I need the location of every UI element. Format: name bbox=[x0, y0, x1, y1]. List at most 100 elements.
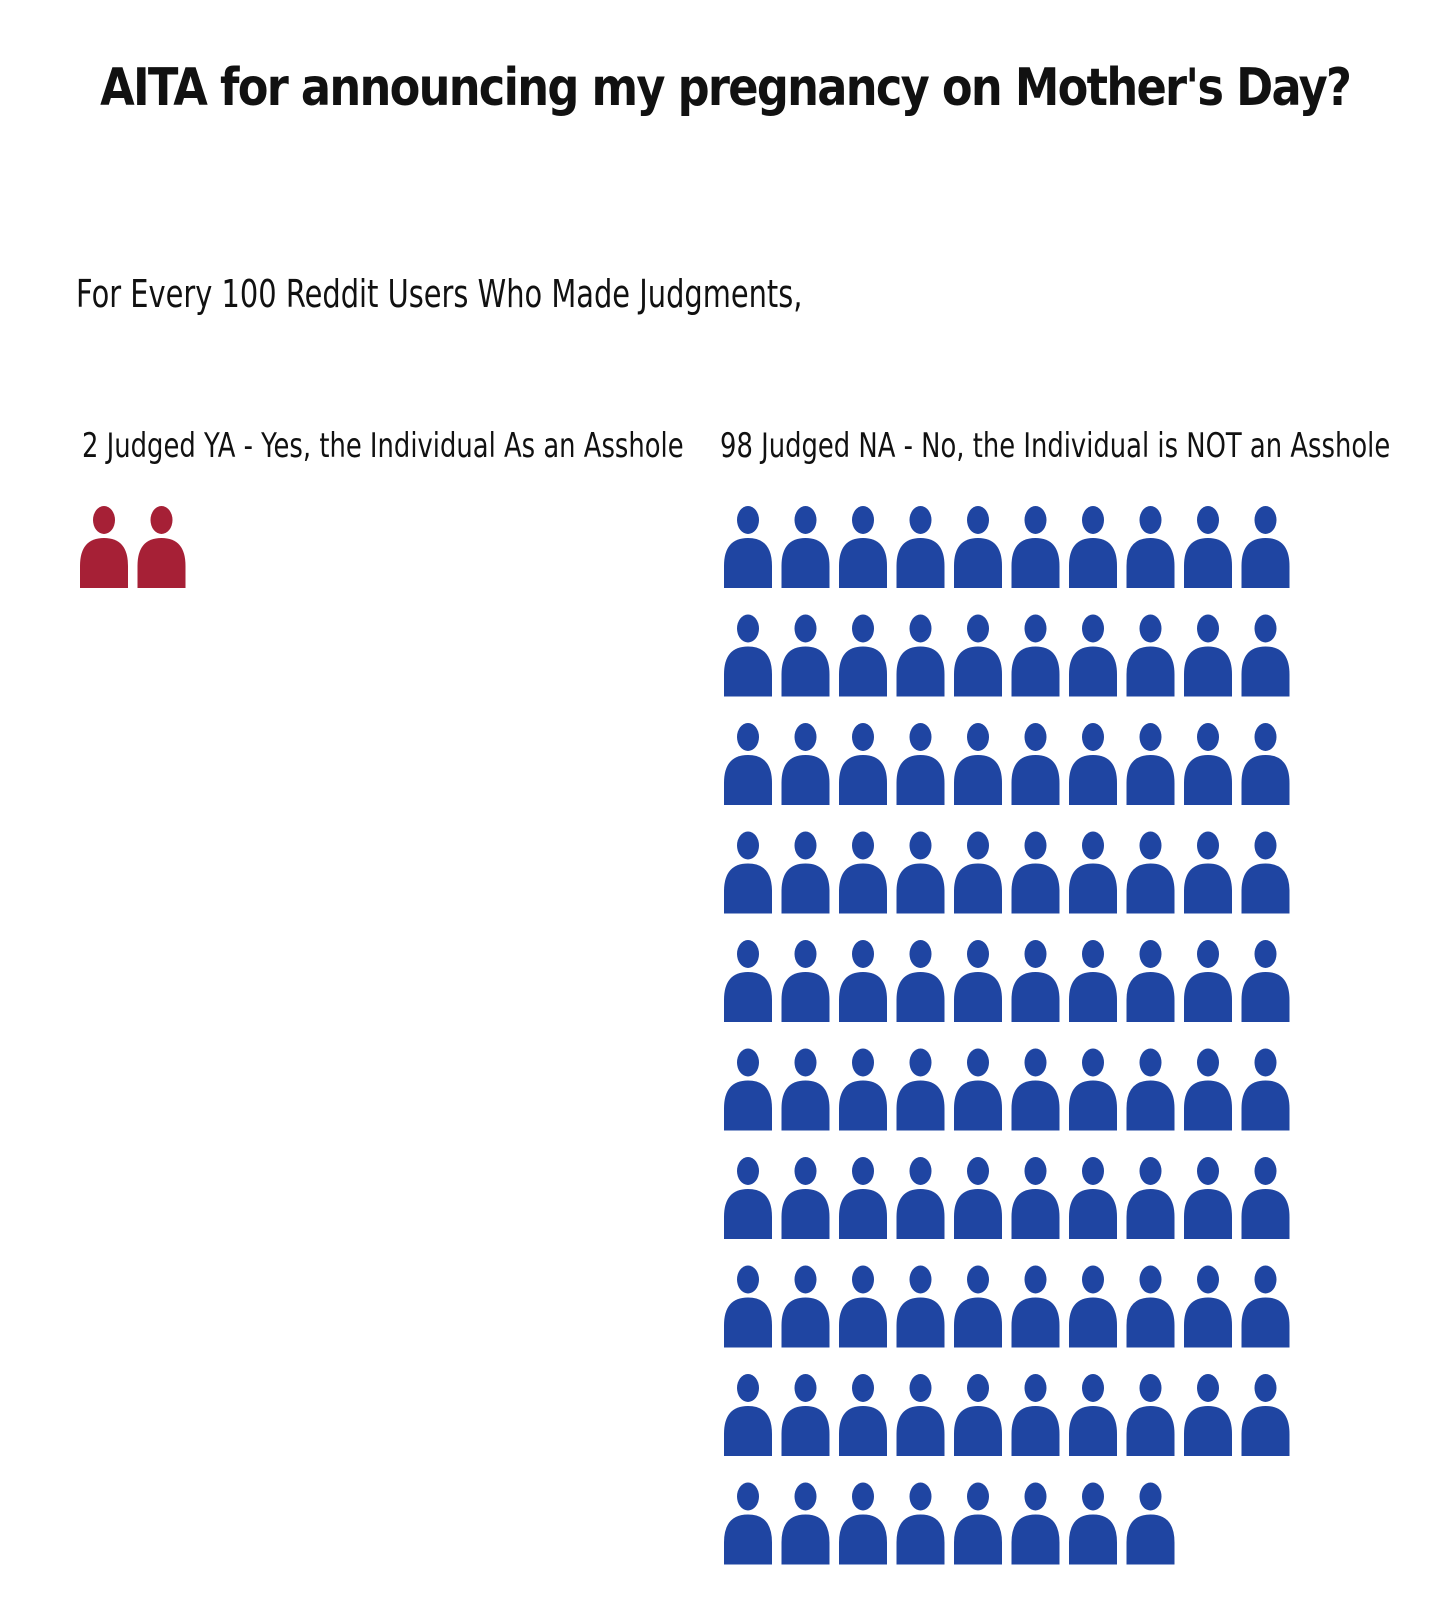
na-person-icon bbox=[1126, 1265, 1175, 1348]
na-person-icon bbox=[1126, 506, 1175, 588]
na-person-icon bbox=[1069, 1482, 1117, 1565]
na-person-icon bbox=[1241, 614, 1290, 697]
na-person-icon bbox=[1069, 1157, 1117, 1239]
na-person-icon bbox=[1011, 1265, 1060, 1348]
ya-person-icon bbox=[80, 506, 128, 588]
ya-icon-group bbox=[80, 506, 186, 588]
na-person-icon bbox=[839, 1374, 887, 1456]
chart-title: AITA for announcing my pregnancy on Moth… bbox=[100, 58, 1352, 118]
na-person-icon bbox=[1011, 1482, 1060, 1565]
na-person-icon bbox=[1184, 506, 1232, 588]
na-person-icon bbox=[1126, 1048, 1175, 1131]
na-person-icon bbox=[896, 940, 945, 1022]
na-icon-group bbox=[724, 506, 1290, 1565]
na-person-icon bbox=[1184, 1265, 1232, 1348]
na-person-icon bbox=[896, 614, 945, 697]
na-person-icon bbox=[896, 723, 945, 805]
na-group-label: 98 Judged NA - No, the Individual is NOT… bbox=[720, 426, 1391, 466]
na-person-icon bbox=[1241, 1374, 1290, 1456]
na-person-icon bbox=[954, 614, 1002, 697]
na-person-icon bbox=[724, 1265, 772, 1348]
na-person-icon bbox=[1011, 1374, 1060, 1456]
na-person-icon bbox=[724, 506, 772, 588]
na-person-icon bbox=[1241, 1048, 1290, 1131]
na-person-icon bbox=[1184, 831, 1232, 914]
na-person-icon bbox=[896, 506, 945, 588]
na-person-icon bbox=[724, 723, 772, 805]
na-person-icon bbox=[1069, 1048, 1117, 1131]
na-person-icon bbox=[1184, 1157, 1232, 1239]
na-person-icon bbox=[954, 831, 1002, 914]
na-person-icon bbox=[839, 1048, 887, 1131]
na-person-icon bbox=[781, 723, 830, 805]
na-person-icon bbox=[724, 614, 772, 697]
na-person-icon bbox=[724, 940, 772, 1022]
na-person-icon bbox=[781, 940, 830, 1022]
na-person-icon bbox=[1126, 723, 1175, 805]
na-person-icon bbox=[781, 506, 830, 588]
na-person-icon bbox=[1241, 723, 1290, 805]
na-person-icon bbox=[1184, 723, 1232, 805]
na-person-icon bbox=[1241, 1265, 1290, 1348]
na-person-icon bbox=[724, 1374, 772, 1456]
na-person-icon bbox=[896, 1157, 945, 1239]
na-person-icon bbox=[1011, 614, 1060, 697]
na-person-icon bbox=[1011, 1157, 1060, 1239]
na-person-icon bbox=[896, 1374, 945, 1456]
na-person-icon bbox=[1011, 506, 1060, 588]
na-person-icon bbox=[954, 1265, 1002, 1348]
na-person-icon bbox=[839, 940, 887, 1022]
na-person-icon bbox=[1011, 723, 1060, 805]
ya-group-label: 2 Judged YA - Yes, the Individual As an … bbox=[82, 426, 684, 466]
na-person-icon bbox=[839, 614, 887, 697]
na-person-icon bbox=[839, 831, 887, 914]
na-person-icon bbox=[724, 831, 772, 914]
na-person-icon bbox=[1126, 940, 1175, 1022]
na-person-icon bbox=[1069, 940, 1117, 1022]
na-person-icon bbox=[1069, 506, 1117, 588]
na-person-icon bbox=[839, 723, 887, 805]
na-person-icon bbox=[954, 1374, 1002, 1456]
na-person-icon bbox=[954, 723, 1002, 805]
na-person-icon bbox=[1241, 506, 1290, 588]
na-person-icon bbox=[1069, 831, 1117, 914]
na-person-icon bbox=[954, 506, 1002, 588]
na-person-icon bbox=[1241, 940, 1290, 1022]
na-person-icon bbox=[1126, 1482, 1175, 1565]
na-person-icon bbox=[1184, 1374, 1232, 1456]
na-person-icon bbox=[724, 1157, 772, 1239]
na-person-icon bbox=[781, 1482, 830, 1565]
na-person-icon bbox=[896, 1482, 945, 1565]
na-person-icon bbox=[781, 614, 830, 697]
na-person-icon bbox=[1241, 1157, 1290, 1239]
na-person-icon bbox=[781, 1157, 830, 1239]
na-person-icon bbox=[1069, 1265, 1117, 1348]
na-person-icon bbox=[1241, 831, 1290, 914]
na-person-icon bbox=[1126, 614, 1175, 697]
na-person-icon bbox=[839, 1157, 887, 1239]
na-person-icon bbox=[781, 1265, 830, 1348]
na-person-icon bbox=[1011, 831, 1060, 914]
na-person-icon bbox=[1069, 614, 1117, 697]
ya-person-icon bbox=[137, 506, 186, 588]
na-person-icon bbox=[1011, 1048, 1060, 1131]
chart-subtitle: For Every 100 Reddit Users Who Made Judg… bbox=[76, 272, 803, 316]
na-person-icon bbox=[1184, 614, 1232, 697]
na-person-icon bbox=[1069, 1374, 1117, 1456]
na-person-icon bbox=[1126, 1157, 1175, 1239]
na-person-icon bbox=[839, 506, 887, 588]
na-person-icon bbox=[954, 1482, 1002, 1565]
na-person-icon bbox=[781, 1048, 830, 1131]
na-person-icon bbox=[1184, 940, 1232, 1022]
na-person-icon bbox=[954, 1157, 1002, 1239]
na-person-icon bbox=[724, 1482, 772, 1565]
na-person-icon bbox=[896, 1048, 945, 1131]
na-person-icon bbox=[1184, 1048, 1232, 1131]
na-person-icon bbox=[954, 1048, 1002, 1131]
na-person-icon bbox=[1126, 1374, 1175, 1456]
na-person-icon bbox=[1126, 831, 1175, 914]
na-person-icon bbox=[781, 1374, 830, 1456]
na-person-icon bbox=[896, 1265, 945, 1348]
na-person-icon bbox=[839, 1265, 887, 1348]
